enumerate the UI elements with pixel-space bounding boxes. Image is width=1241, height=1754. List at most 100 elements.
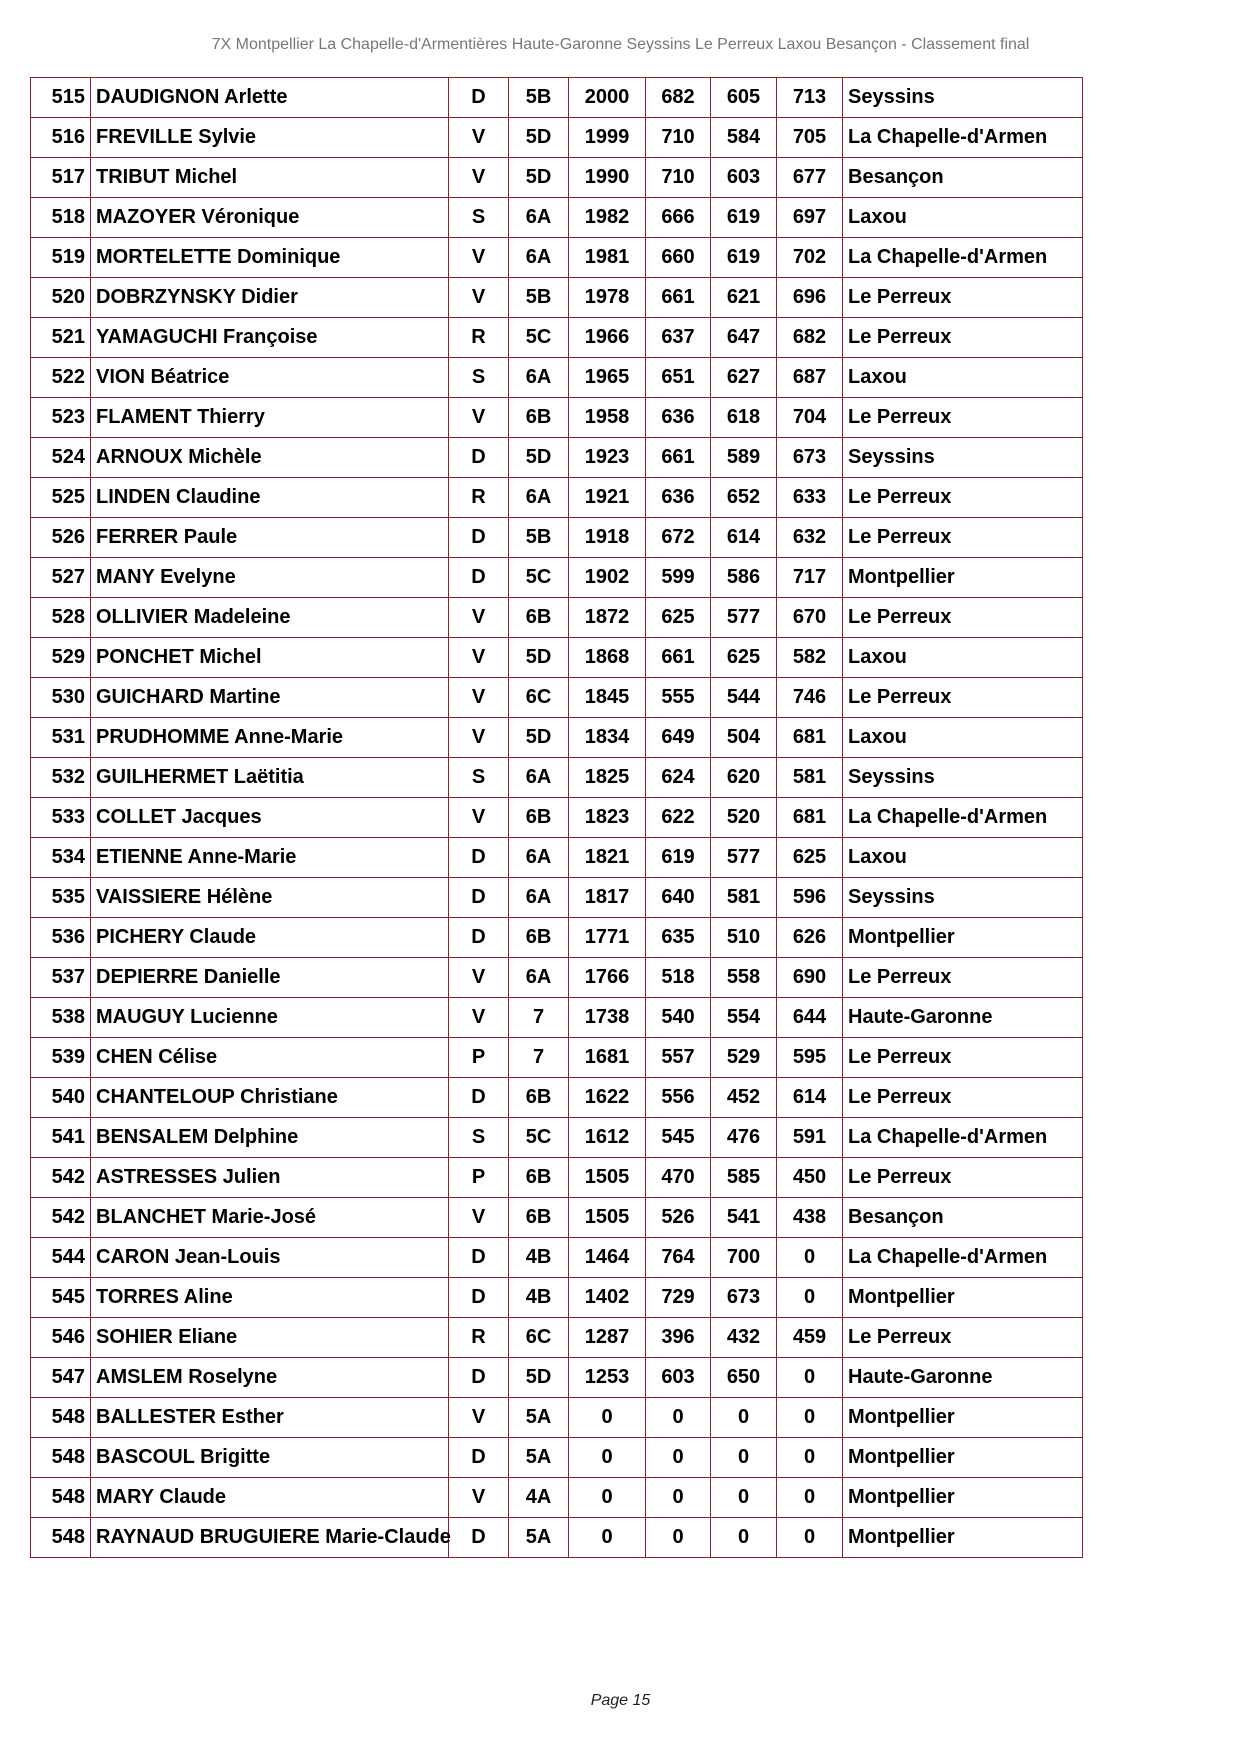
club-cell: Le Perreux: [842, 1157, 1083, 1198]
score-2-cell: 585: [710, 1157, 777, 1198]
score-1-cell: 649: [645, 717, 711, 758]
table-row: 540 CHANTELOUP Christiane D 6B 1622 556 452 614…: [30, 1077, 1083, 1118]
score-2-cell: 558: [710, 957, 777, 998]
series-cell: 6A: [508, 957, 569, 998]
category-cell: V: [448, 237, 509, 278]
rank-cell: 530: [30, 677, 91, 718]
player-name-cell: GUILHERMET Laëtitia: [90, 757, 449, 798]
series-cell: 6A: [508, 877, 569, 918]
player-name-cell: TORRES Aline: [90, 1277, 449, 1318]
rank-cell: 539: [30, 1037, 91, 1078]
score-1-cell: 619: [645, 837, 711, 878]
category-cell: D: [448, 1237, 509, 1278]
rank-cell: 517: [30, 157, 91, 198]
category-cell: V: [448, 637, 509, 678]
total-cell: 1981: [568, 237, 646, 278]
table-row: 528 OLLIVIER Madeleine V 6B 1872 625 577 670 Le …: [30, 597, 1083, 638]
table-row: 516 FREVILLE Sylvie V 5D 1999 710 584 705 La Cha…: [30, 117, 1083, 158]
rank-cell: 536: [30, 917, 91, 958]
player-name-cell: DEPIERRE Danielle: [90, 957, 449, 998]
score-2-cell: 452: [710, 1077, 777, 1118]
rank-cell: 538: [30, 997, 91, 1038]
score-3-cell: 0: [776, 1397, 843, 1438]
category-cell: D: [448, 437, 509, 478]
total-cell: 2000: [568, 77, 646, 118]
category-cell: V: [448, 117, 509, 158]
score-1-cell: 622: [645, 797, 711, 838]
score-1-cell: 540: [645, 997, 711, 1038]
rank-cell: 548: [30, 1397, 91, 1438]
total-cell: 0: [568, 1397, 646, 1438]
series-cell: 5A: [508, 1517, 569, 1558]
player-name-cell: DOBRZYNSKY Didier: [90, 277, 449, 318]
series-cell: 4A: [508, 1477, 569, 1518]
series-cell: 6B: [508, 797, 569, 838]
table-row: 542 ASTRESSES Julien P 6B 1505 470 585 450 Le Pe…: [30, 1157, 1083, 1198]
score-2-cell: 605: [710, 77, 777, 118]
score-2-cell: 647: [710, 317, 777, 358]
player-name-cell: DAUDIGNON Arlette: [90, 77, 449, 118]
rank-cell: 547: [30, 1357, 91, 1398]
score-3-cell: 681: [776, 797, 843, 838]
total-cell: 1834: [568, 717, 646, 758]
rank-cell: 515: [30, 77, 91, 118]
total-cell: 1821: [568, 837, 646, 878]
club-cell: La Chapelle-d'Armen: [842, 1237, 1083, 1278]
score-2-cell: 544: [710, 677, 777, 718]
category-cell: V: [448, 157, 509, 198]
score-3-cell: 633: [776, 477, 843, 518]
club-cell: Laxou: [842, 637, 1083, 678]
score-3-cell: 582: [776, 637, 843, 678]
club-cell: Le Perreux: [842, 1317, 1083, 1358]
player-name-cell: VION Béatrice: [90, 357, 449, 398]
club-cell: Montpellier: [842, 1517, 1083, 1558]
category-cell: P: [448, 1037, 509, 1078]
table-row: 544 CARON Jean-Louis D 4B 1464 764 700 0 La Chap…: [30, 1237, 1083, 1278]
table-row: 542 BLANCHET Marie-José V 6B 1505 526 541 438 Be…: [30, 1197, 1083, 1238]
club-cell: Laxou: [842, 197, 1083, 238]
series-cell: 6B: [508, 397, 569, 438]
score-1-cell: 0: [645, 1517, 711, 1558]
rank-cell: 548: [30, 1517, 91, 1558]
player-name-cell: MORTELETTE Dominique: [90, 237, 449, 278]
rank-cell: 523: [30, 397, 91, 438]
score-3-cell: 705: [776, 117, 843, 158]
score-1-cell: 625: [645, 597, 711, 638]
score-2-cell: 614: [710, 517, 777, 558]
rank-cell: 540: [30, 1077, 91, 1118]
total-cell: 1622: [568, 1077, 646, 1118]
player-name-cell: MAUGUY Lucienne: [90, 997, 449, 1038]
score-1-cell: 0: [645, 1437, 711, 1478]
score-1-cell: 555: [645, 677, 711, 718]
series-cell: 5D: [508, 117, 569, 158]
table-row: 518 MAZOYER Véronique S 6A 1982 666 619 697 Laxo…: [30, 197, 1083, 238]
series-cell: 6A: [508, 757, 569, 798]
series-cell: 6A: [508, 477, 569, 518]
score-3-cell: 682: [776, 317, 843, 358]
category-cell: D: [448, 1277, 509, 1318]
table-row: 547 AMSLEM Roselyne D 5D 1253 603 650 0 Haute-Ga…: [30, 1357, 1083, 1398]
club-cell: Le Perreux: [842, 957, 1083, 998]
score-3-cell: 696: [776, 277, 843, 318]
club-cell: Haute-Garonne: [842, 997, 1083, 1038]
rank-cell: 548: [30, 1437, 91, 1478]
total-cell: 1978: [568, 277, 646, 318]
club-cell: Seyssins: [842, 437, 1083, 478]
club-cell: Laxou: [842, 837, 1083, 878]
series-cell: 6A: [508, 837, 569, 878]
total-cell: 1287: [568, 1317, 646, 1358]
rank-cell: 535: [30, 877, 91, 918]
score-3-cell: 596: [776, 877, 843, 918]
score-3-cell: 0: [776, 1437, 843, 1478]
category-cell: S: [448, 1117, 509, 1158]
player-name-cell: COLLET Jacques: [90, 797, 449, 838]
total-cell: 1999: [568, 117, 646, 158]
club-cell: La Chapelle-d'Armen: [842, 237, 1083, 278]
table-row: 533 COLLET Jacques V 6B 1823 622 520 681 La Chap…: [30, 797, 1083, 838]
club-cell: Le Perreux: [842, 597, 1083, 638]
category-cell: V: [448, 677, 509, 718]
series-cell: 6A: [508, 197, 569, 238]
score-1-cell: 710: [645, 117, 711, 158]
series-cell: 6A: [508, 237, 569, 278]
series-cell: 6B: [508, 917, 569, 958]
